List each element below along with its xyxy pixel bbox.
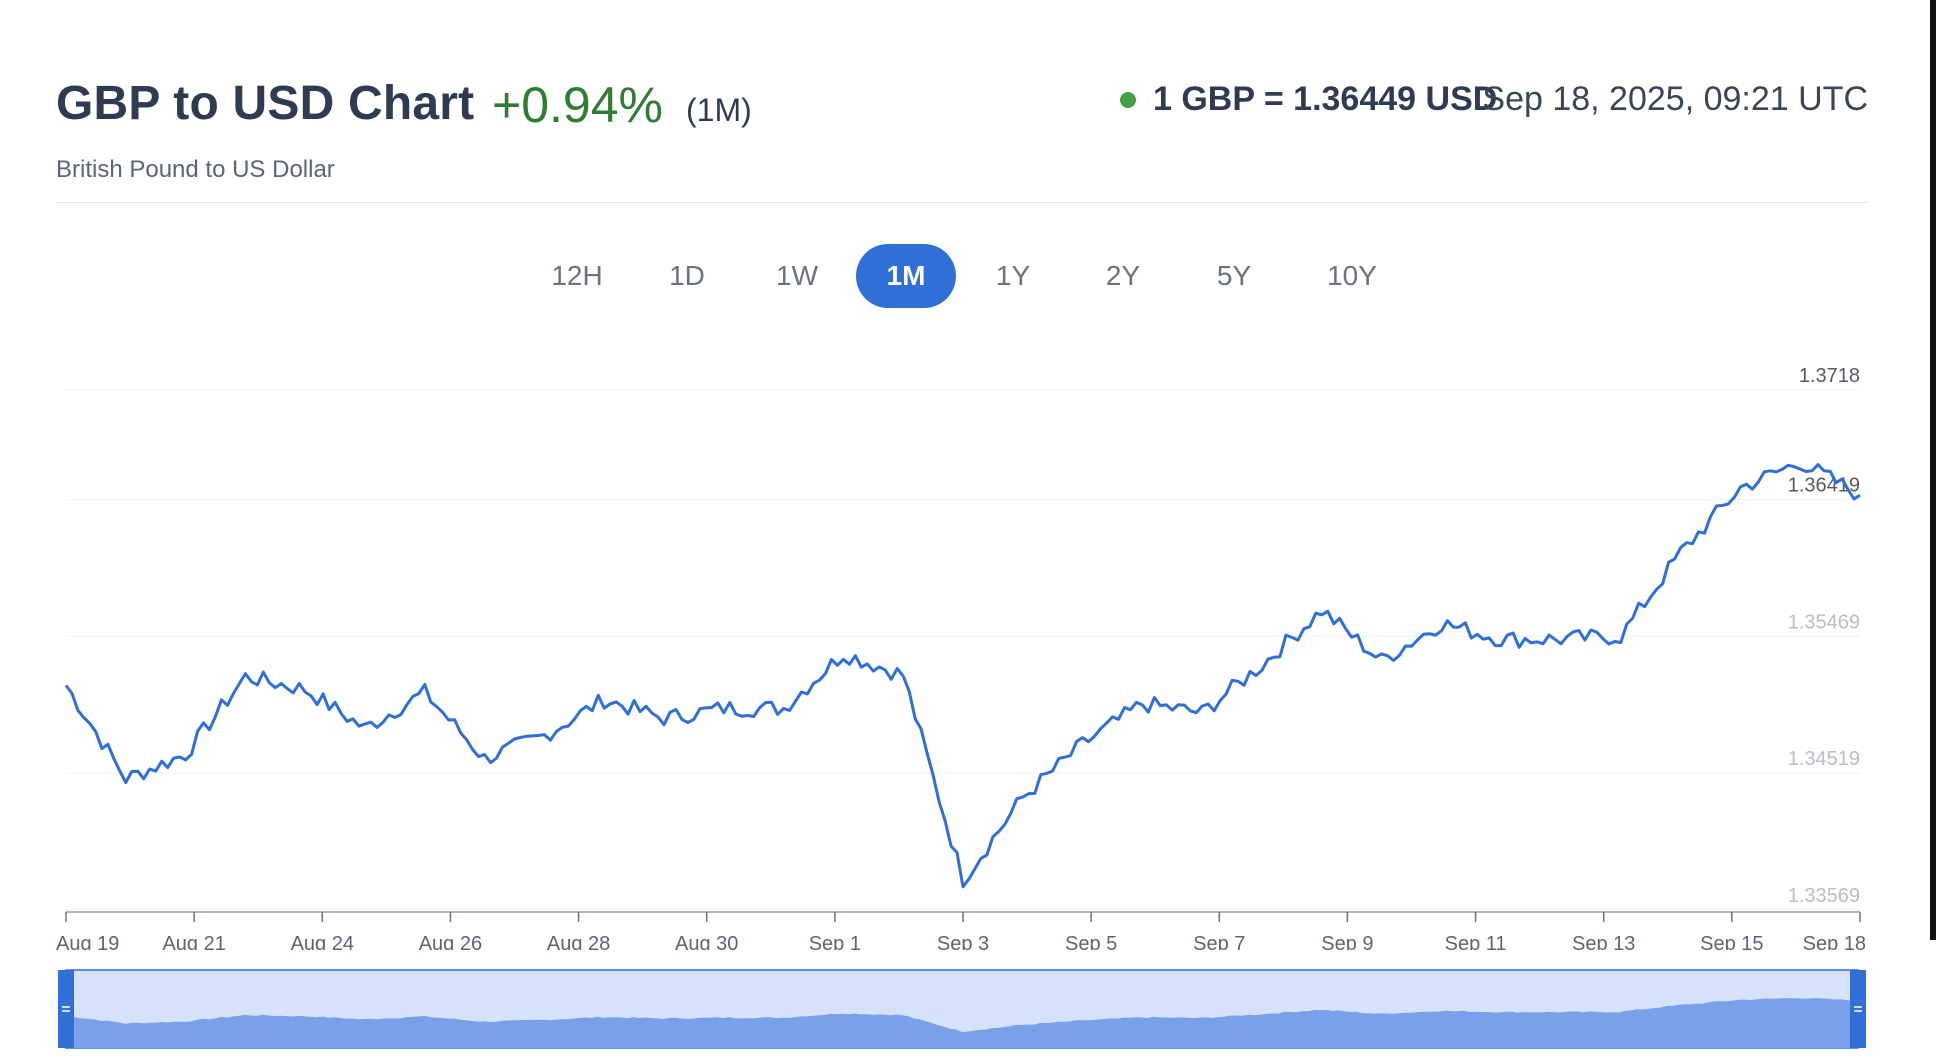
page-subtitle: British Pound to US Dollar [56, 156, 335, 183]
y-tick-label: 1.3718 [1799, 365, 1860, 387]
x-tick-label: Sep 9 [1321, 933, 1373, 950]
x-tick-label: Aug 28 [547, 933, 610, 950]
window-edge [1930, 0, 1936, 940]
header-divider [56, 202, 1868, 203]
x-tick-label: Sep 11 [1445, 933, 1507, 950]
tab-1m[interactable]: 1M [856, 244, 956, 308]
change-percent: +0.94% [492, 77, 663, 133]
tab-1y[interactable]: 1Y [995, 260, 1031, 291]
x-tick-label: Aug 19 [56, 933, 119, 950]
exchange-rate: 1 GBP = 1.36449 USD [1153, 80, 1498, 118]
range-tabs: 12H 1D 1W 1M 1Y 2Y 5Y 10Y [524, 244, 1412, 308]
x-tick-label: Sep 15 [1700, 933, 1763, 950]
tab-10y[interactable]: 10Y [1327, 260, 1377, 291]
tab-12h[interactable]: 12H [551, 260, 603, 291]
rate-timestamp: Sep 18, 2025, 09:21 UTC [1482, 80, 1868, 118]
y-tick-label: 1.33569 [1788, 885, 1860, 907]
tab-2y[interactable]: 2Y [1105, 260, 1141, 291]
tab-5y[interactable]: 5Y [1216, 260, 1252, 291]
range-navigator[interactable] [0, 960, 1936, 1060]
x-tick-label: Sep 7 [1193, 933, 1245, 950]
x-tick-label: Aug 21 [162, 933, 225, 950]
x-tick-label: Aug 24 [291, 933, 354, 950]
navigator-area [66, 998, 1858, 1048]
x-tick-label: Aug 26 [419, 933, 482, 950]
change-period: (1M) [686, 92, 752, 128]
tab-1d[interactable]: 1D [669, 260, 705, 291]
x-tick-label: Aug 30 [675, 933, 738, 950]
x-tick-label: Sep 3 [937, 933, 989, 950]
y-tick-label: 1.34519 [1788, 748, 1860, 770]
page-title: GBP to USD Chart [56, 77, 475, 130]
navigator-handle-left[interactable] [58, 970, 74, 1048]
series-line [64, 463, 1861, 889]
navigator-handle-right[interactable] [1850, 970, 1866, 1048]
x-tick-label: Sep 18 [1803, 933, 1866, 950]
live-dot-icon [1120, 92, 1136, 108]
y-tick-label: 1.35469 [1788, 611, 1860, 633]
x-tick-label: Sep 5 [1065, 933, 1117, 950]
x-tick-label: Sep 13 [1572, 933, 1635, 950]
tab-1w[interactable]: 1W [776, 260, 818, 291]
x-tick-label: Sep 1 [809, 933, 861, 950]
